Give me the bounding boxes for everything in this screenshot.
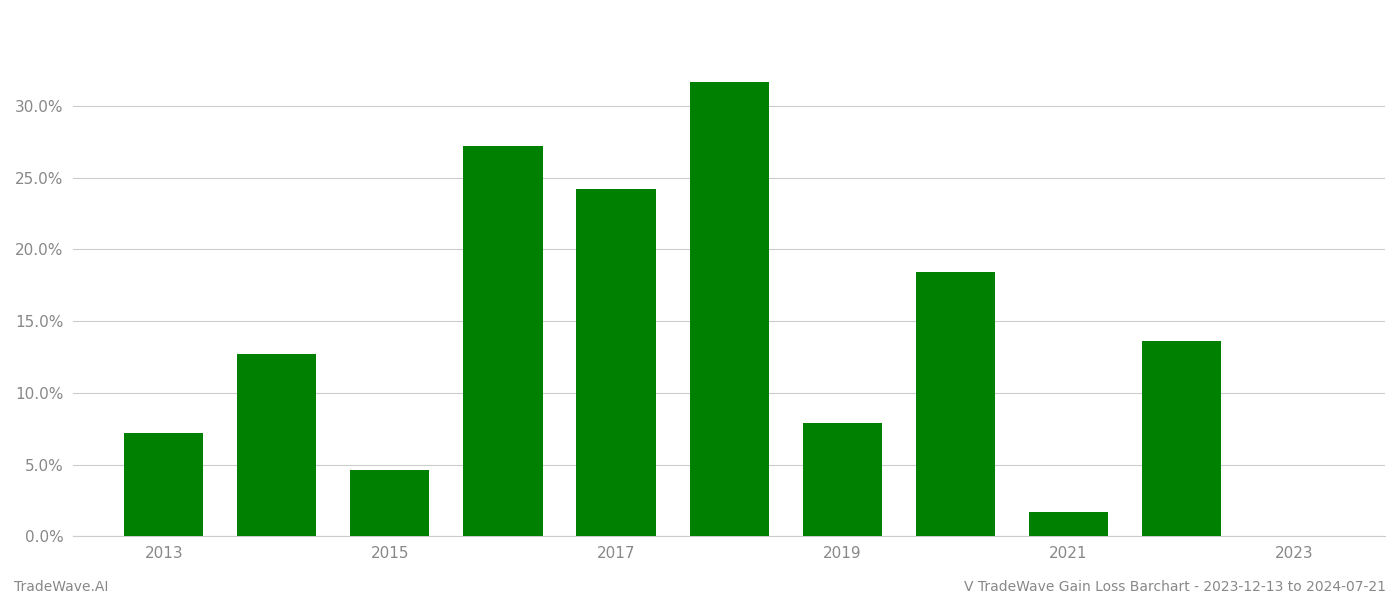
- Bar: [802, 423, 882, 536]
- Bar: [350, 470, 430, 536]
- Bar: [690, 82, 769, 536]
- Text: TradeWave.AI: TradeWave.AI: [14, 580, 108, 594]
- Bar: [1142, 341, 1221, 536]
- Bar: [463, 146, 543, 536]
- Bar: [916, 272, 995, 536]
- Bar: [125, 433, 203, 536]
- Bar: [237, 354, 316, 536]
- Bar: [1029, 512, 1107, 536]
- Bar: [577, 189, 655, 536]
- Text: V TradeWave Gain Loss Barchart - 2023-12-13 to 2024-07-21: V TradeWave Gain Loss Barchart - 2023-12…: [965, 580, 1386, 594]
